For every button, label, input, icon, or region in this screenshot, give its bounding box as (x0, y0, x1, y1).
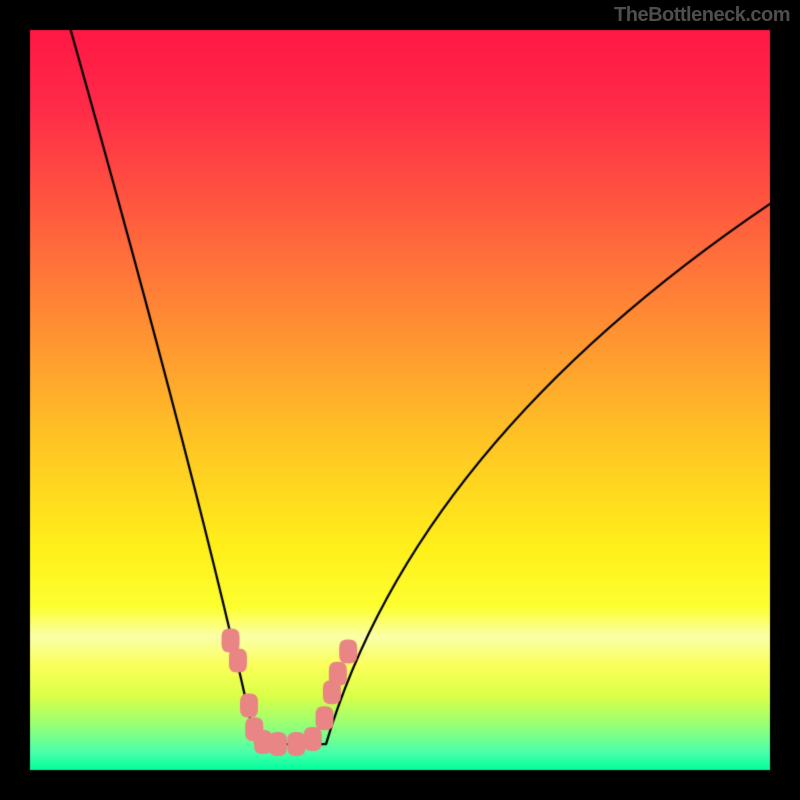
bottleneck-chart-canvas (0, 0, 800, 800)
chart-stage: TheBottleneck.com (0, 0, 800, 800)
watermark-label: TheBottleneck.com (614, 4, 790, 27)
